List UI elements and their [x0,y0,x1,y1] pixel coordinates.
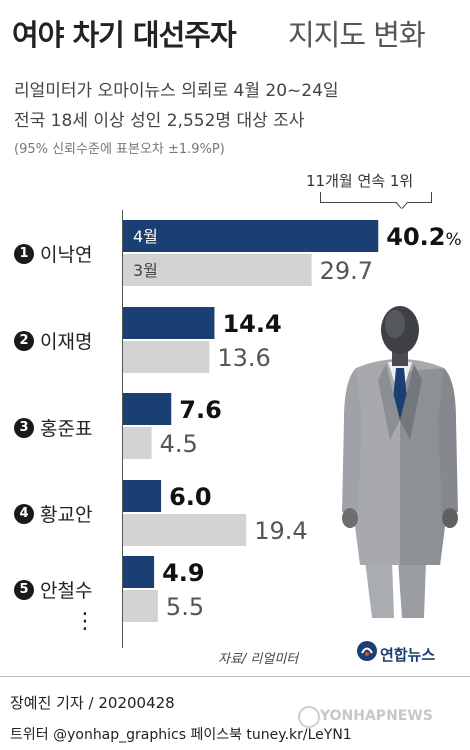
yonhap-logo-icon [357,641,377,661]
rank-badge: 2 [14,331,34,351]
bar-chart: 40.2% 29.7 4월 3월 14.4 13.6 7.6 4.5 6.0 19.4 4.9 5.5 [123,220,462,622]
candidate-name: 안철수 [40,580,93,602]
value-label-current-1: 14.4 [222,310,281,338]
rank-badge: 4 [14,504,34,524]
bar-previous-2 [123,427,152,459]
person-illustration [342,306,458,618]
survey-description-line2: 전국 18세 이상 성인 2,552명 대상 조사 [14,111,305,131]
value-label-current-2: 7.6 [179,396,222,424]
callout-label: 11개월 연속 1위 [306,172,414,190]
bar-previous-1 [123,341,210,373]
value-label-previous-4: 5.5 [166,593,204,621]
data-source: 자료/ 리얼미터 [218,652,299,667]
bar-current-2 [123,393,172,425]
callout-bracket [320,192,432,203]
watermark: YONHAPNEWS [320,708,433,724]
margin-of-error-note: (95% 신뢰수준에 표본오차 ±1.9%P) [14,142,225,157]
candidate-name: 홍준표 [40,418,93,440]
bar-current-4 [123,556,155,588]
bar-previous-0 [123,254,312,286]
chart-baseline [122,210,123,648]
value-label-current-0: 40.2% [386,223,461,251]
chart-title-suffix: 지지도 변화 [288,18,426,52]
bar-current-0 [123,220,379,252]
value-label-current-3: 6.0 [169,483,212,511]
publisher-logo-text: 연합뉴스 [380,646,436,664]
bar-previous-4 [123,590,158,622]
rank-badge: 5 [14,580,34,600]
value-label-current-4: 4.9 [162,559,205,587]
series-label-current: 4월 [133,227,158,246]
callout-pointer [396,201,408,209]
value-label-previous-1: 13.6 [217,344,270,372]
social-links: 트위터 @yonhap_graphics 페이스북 tuney.kr/LeYN1 [10,727,352,743]
rank-badge: 1 [14,244,34,264]
reporter-credit: 장예진 기자 / 20200428 [10,694,175,712]
value-label-previous-2: 4.5 [160,430,198,458]
survey-description-line1: 리얼미터가 오마이뉴스 의뢰로 4월 20~24일 [14,81,339,101]
watermark-icon [298,706,320,728]
series-label-previous: 3월 [133,261,158,280]
bar-current-1 [123,307,215,339]
candidate-name: 이낙연 [40,244,93,266]
candidate-name: 황교안 [40,504,93,526]
bar-current-3 [123,480,162,512]
footer-divider [0,676,470,677]
chart-title: 여야 차기 대선주자 [12,18,237,52]
rank-badge: 3 [14,418,34,438]
bar-previous-3 [123,514,247,546]
value-label-previous-3: 19.4 [254,517,307,545]
unit-label: % [445,230,461,250]
value-label-previous-0: 29.7 [320,257,373,285]
candidate-name: 이재명 [40,331,93,353]
